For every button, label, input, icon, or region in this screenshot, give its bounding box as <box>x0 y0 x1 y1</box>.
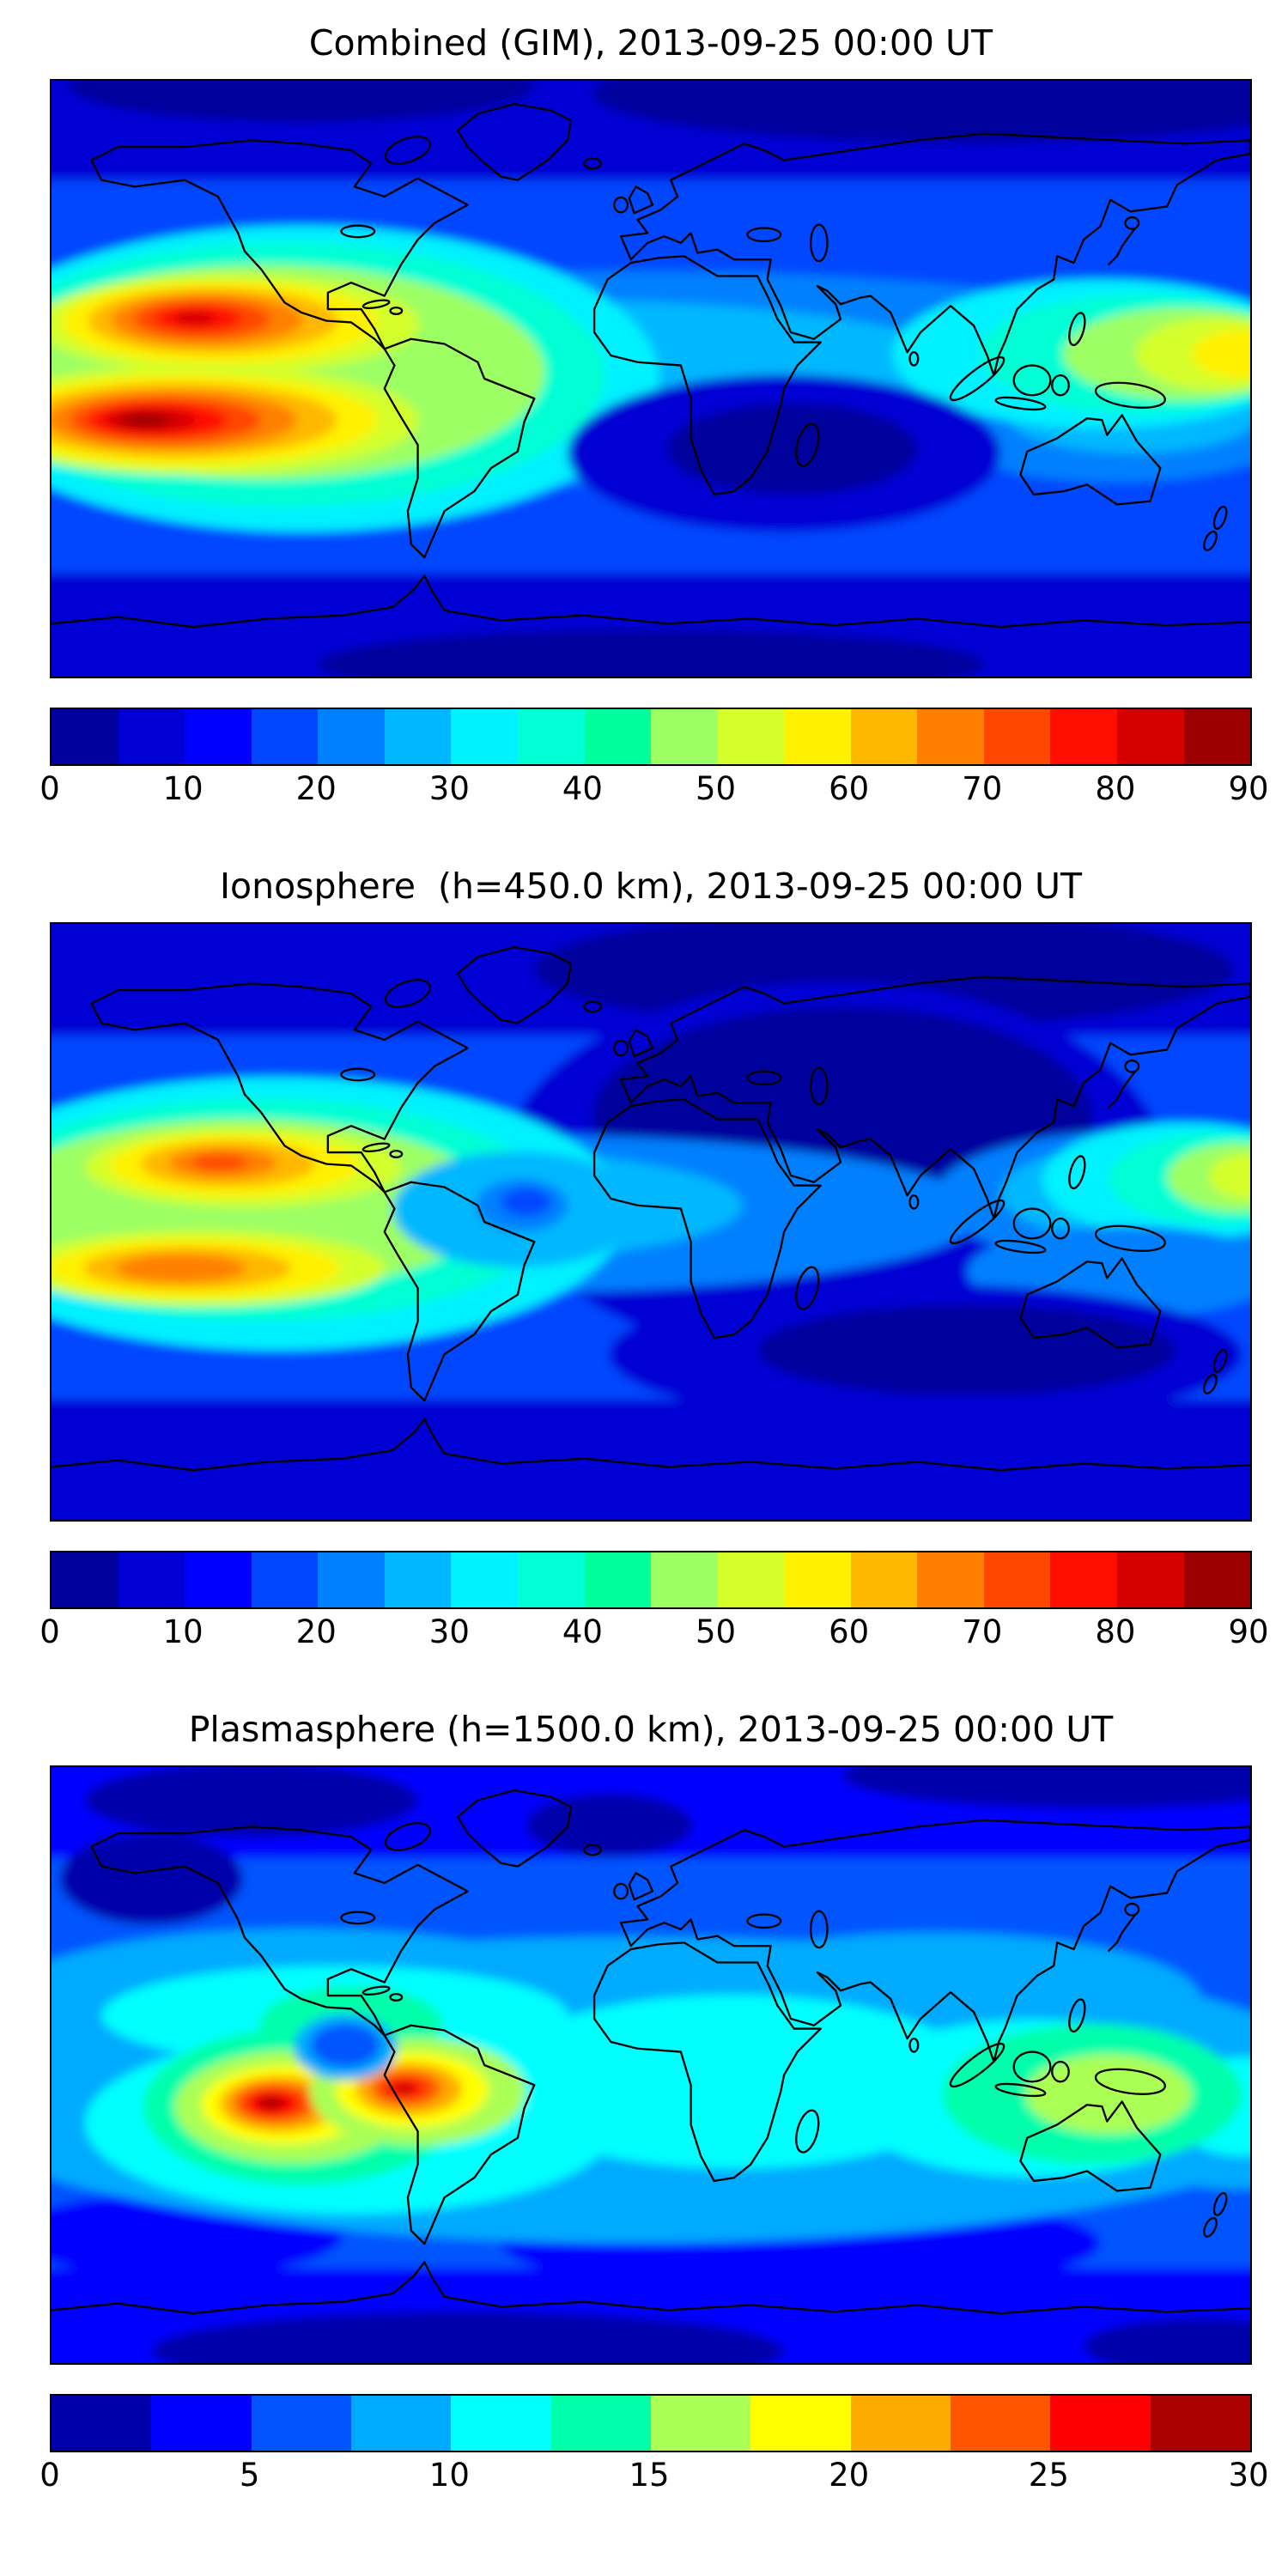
colorbar-tick-label: 5 <box>239 2457 260 2494</box>
colorbar-segment <box>850 2396 951 2451</box>
panel-title-plasmasphere: Plasmasphere (h=1500.0 km), 2013-09-25 0… <box>188 1709 1114 1750</box>
colorbar-segment <box>517 709 585 764</box>
colorbar-tick-label: 90 <box>1228 1613 1269 1650</box>
map-ionosphere <box>50 922 1252 1522</box>
colorbar-tick-label: 25 <box>1028 2457 1069 2494</box>
map-combined <box>50 79 1252 678</box>
colorbar-segment <box>517 1552 585 1607</box>
colorbar-tick-label: 50 <box>696 1613 737 1650</box>
colorbar-tick-label: 0 <box>39 2457 60 2494</box>
colorbar-segment <box>717 1552 785 1607</box>
colorbar-tick-label: 0 <box>39 770 60 807</box>
colorbar-tick-label: 30 <box>428 1613 470 1650</box>
map-ionosphere-svg <box>52 924 1250 1520</box>
colorbar-segment <box>451 1552 518 1607</box>
colorbar-tick-label: 0 <box>39 1613 60 1650</box>
colorbar-tick-label: 60 <box>829 1613 870 1650</box>
colorbar-ticks-plasmasphere: 0 5 10 15 20 25 30 <box>39 2452 1268 2499</box>
colorbar-segment <box>1050 709 1117 764</box>
colorbar-tick-label: 10 <box>162 1613 204 1650</box>
colorbar-segment <box>251 2396 351 2451</box>
colorbar-tick-label: 80 <box>1095 1613 1136 1650</box>
colorbar-tick-label: 10 <box>162 770 204 807</box>
colorbar-tick-label: 70 <box>962 770 1003 807</box>
colorbar-segment <box>750 2396 851 2451</box>
colorbar-tick-label: 20 <box>829 2457 870 2494</box>
colorbar-ticks-ionosphere: 0 10 20 30 40 50 60 70 80 90 <box>39 1609 1268 1656</box>
colorbar-segment <box>784 1552 851 1607</box>
colorbar-segment <box>52 1552 118 1607</box>
contour-field-combined <box>52 81 1250 677</box>
colorbar-segment <box>1117 709 1184 764</box>
panel-title-combined: Combined (GIM), 2013-09-25 00:00 UT <box>308 22 993 64</box>
colorbar-segment <box>717 709 785 764</box>
colorbar-segment <box>1183 709 1251 764</box>
figure: Combined (GIM), 2013-09-25 00:00 UT <box>0 22 1288 2499</box>
colorbar-segment <box>151 2396 252 2451</box>
contour-field-plasmasphere <box>52 1767 1250 2363</box>
colorbar-segment <box>651 709 718 764</box>
colorbar-tick-label: 30 <box>1228 2457 1269 2494</box>
map-plasmasphere-svg <box>52 1767 1250 2363</box>
colorbar-segment <box>651 1552 718 1607</box>
colorbar-segment <box>650 2396 751 2451</box>
colorbar-tick-label: 60 <box>829 770 870 807</box>
colorbar-ionosphere <box>50 1551 1252 1609</box>
colorbar-segment <box>118 1552 185 1607</box>
panel-combined: Combined (GIM), 2013-09-25 00:00 UT <box>0 22 1288 812</box>
panel-title-ionosphere: Ionosphere (h=450.0 km), 2013-09-25 00:0… <box>219 866 1083 907</box>
colorbar-tick-label: 80 <box>1095 770 1136 807</box>
colorbar-segment <box>550 2396 651 2451</box>
colorbar-segment <box>1150 2396 1250 2451</box>
colorbar-segment <box>784 709 851 764</box>
colorbar-tick-label: 90 <box>1228 770 1269 807</box>
colorbar-tick-label: 20 <box>295 770 337 807</box>
colorbar-tick-label: 15 <box>629 2457 670 2494</box>
colorbar-segment <box>1117 1552 1184 1607</box>
panel-plasmasphere: Plasmasphere (h=1500.0 km), 2013-09-25 0… <box>0 1709 1288 2499</box>
colorbar-segment <box>1183 1552 1251 1607</box>
colorbar-segment <box>251 1552 319 1607</box>
colorbar-ticks-combined: 0 10 20 30 40 50 60 70 80 90 <box>39 766 1268 812</box>
colorbar-tick-label: 10 <box>428 2457 470 2494</box>
contour-field-ionosphere <box>52 924 1250 1520</box>
colorbar-segment <box>118 709 185 764</box>
colorbar-segment <box>1050 2396 1151 2451</box>
colorbar-segment <box>384 1552 452 1607</box>
colorbar-segment <box>52 709 118 764</box>
colorbar-segment <box>917 709 984 764</box>
colorbar-segment <box>917 1552 984 1607</box>
colorbar-segment <box>1050 1552 1117 1607</box>
colorbar-segment <box>52 2396 152 2451</box>
colorbar-segment <box>185 709 252 764</box>
colorbar-tick-label: 50 <box>696 770 737 807</box>
colorbar-segment <box>584 709 652 764</box>
map-plasmasphere <box>50 1765 1252 2365</box>
colorbar-segment <box>384 709 452 764</box>
colorbar-tick-label: 70 <box>962 1613 1003 1650</box>
colorbar-tick-label: 30 <box>428 770 470 807</box>
colorbar-segment <box>983 709 1051 764</box>
colorbar-segment <box>185 1552 252 1607</box>
colorbar-segment <box>950 2396 1051 2451</box>
colorbar-tick-label: 40 <box>562 770 603 807</box>
colorbar-segment <box>318 1552 385 1607</box>
colorbar-combined <box>50 708 1252 766</box>
colorbar-segment <box>850 1552 918 1607</box>
colorbar-segment <box>451 709 518 764</box>
colorbar-segment <box>251 709 319 764</box>
colorbar-tick-label: 20 <box>295 1613 337 1650</box>
panel-ionosphere: Ionosphere (h=450.0 km), 2013-09-25 00:0… <box>0 866 1288 1656</box>
colorbar-segment <box>451 2396 551 2451</box>
colorbar-segment <box>983 1552 1051 1607</box>
colorbar-tick-label: 40 <box>562 1613 603 1650</box>
colorbar-segment <box>350 2396 452 2451</box>
colorbar-segment <box>850 709 918 764</box>
colorbar-segment <box>584 1552 652 1607</box>
map-combined-svg <box>52 81 1250 677</box>
colorbar-plasmasphere <box>50 2394 1252 2452</box>
colorbar-segment <box>318 709 385 764</box>
